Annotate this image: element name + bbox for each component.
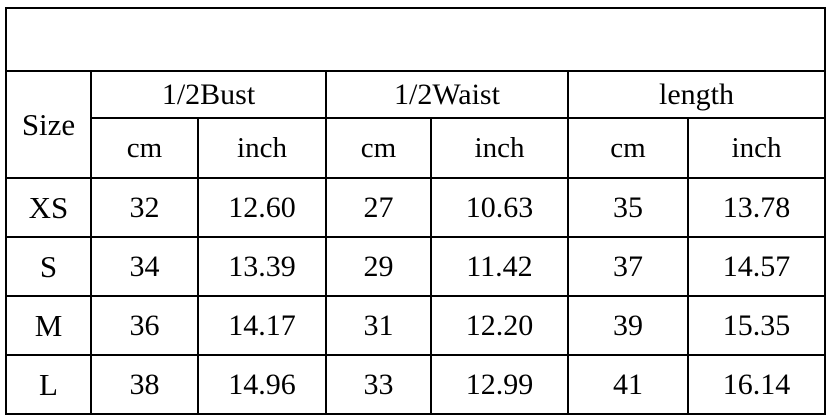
group-header-waist: 1/2Waist bbox=[325, 70, 569, 119]
row-label-s: S bbox=[5, 236, 92, 297]
group-header-row: Size 1/2Bust 1/2Waist length bbox=[5, 70, 827, 179]
row-label-xs: XS bbox=[5, 177, 92, 238]
cell-xs-length-inch: 13.78 bbox=[686, 177, 827, 238]
row-label-m: M bbox=[5, 295, 92, 356]
cell-l-bust-inch: 14.96 bbox=[197, 354, 327, 415]
chart-title: Size Chart bbox=[4, 7, 827, 72]
cell-xs-waist-cm: 27 bbox=[325, 177, 432, 238]
size-column-header: Size bbox=[5, 70, 92, 179]
unit-header-row: cm inch cm inch cm inch bbox=[6, 117, 827, 179]
group-header-length: length bbox=[566, 70, 827, 119]
cell-l-waist-cm: 33 bbox=[325, 354, 432, 415]
cell-l-length-inch: 16.14 bbox=[686, 354, 827, 415]
cell-l-waist-inch: 12.99 bbox=[430, 354, 569, 415]
unit-header-bust-cm: cm bbox=[90, 117, 199, 179]
table-row-m: M 36 14.17 31 12.20 39 15.35 bbox=[5, 295, 827, 356]
unit-header-bust-inch: inch bbox=[197, 117, 327, 179]
title-row: Size Chart bbox=[4, 7, 827, 72]
size-chart-table: Size Chart Size 1/2Bust 1/2Waist length … bbox=[4, 7, 827, 415]
cell-m-waist-inch: 12.20 bbox=[430, 295, 569, 356]
cell-l-length-cm: 41 bbox=[567, 354, 689, 415]
cell-m-length-cm: 39 bbox=[567, 295, 689, 356]
unit-header-waist-inch: inch bbox=[430, 117, 569, 179]
table-row-xs: XS 32 12.60 27 10.63 35 13.78 bbox=[5, 177, 827, 238]
row-label-l: L bbox=[5, 354, 92, 415]
cell-m-bust-cm: 36 bbox=[90, 295, 199, 356]
cell-l-bust-cm: 38 bbox=[90, 354, 199, 415]
group-header-bust: 1/2Bust bbox=[90, 70, 327, 119]
cell-s-waist-cm: 29 bbox=[325, 236, 432, 297]
cell-s-length-inch: 14.57 bbox=[686, 236, 827, 297]
cell-xs-bust-cm: 32 bbox=[90, 177, 199, 238]
cell-xs-bust-inch: 12.60 bbox=[197, 177, 327, 238]
unit-header-length-inch: inch bbox=[686, 117, 827, 179]
cell-s-bust-inch: 13.39 bbox=[197, 236, 327, 297]
cell-xs-length-cm: 35 bbox=[567, 177, 689, 238]
unit-header-waist-cm: cm bbox=[325, 117, 432, 179]
cell-m-waist-cm: 31 bbox=[325, 295, 432, 356]
cell-s-length-cm: 37 bbox=[567, 236, 689, 297]
cell-m-length-inch: 15.35 bbox=[686, 295, 827, 356]
table-row-l: L 38 14.96 33 12.99 41 16.14 bbox=[5, 354, 827, 415]
table-row-s: S 34 13.39 29 11.42 37 14.57 bbox=[5, 236, 827, 297]
cell-xs-waist-inch: 10.63 bbox=[430, 177, 569, 238]
unit-header-length-cm: cm bbox=[567, 117, 689, 179]
cell-s-bust-cm: 34 bbox=[90, 236, 199, 297]
cell-s-waist-inch: 11.42 bbox=[430, 236, 569, 297]
cell-m-bust-inch: 14.17 bbox=[197, 295, 327, 356]
